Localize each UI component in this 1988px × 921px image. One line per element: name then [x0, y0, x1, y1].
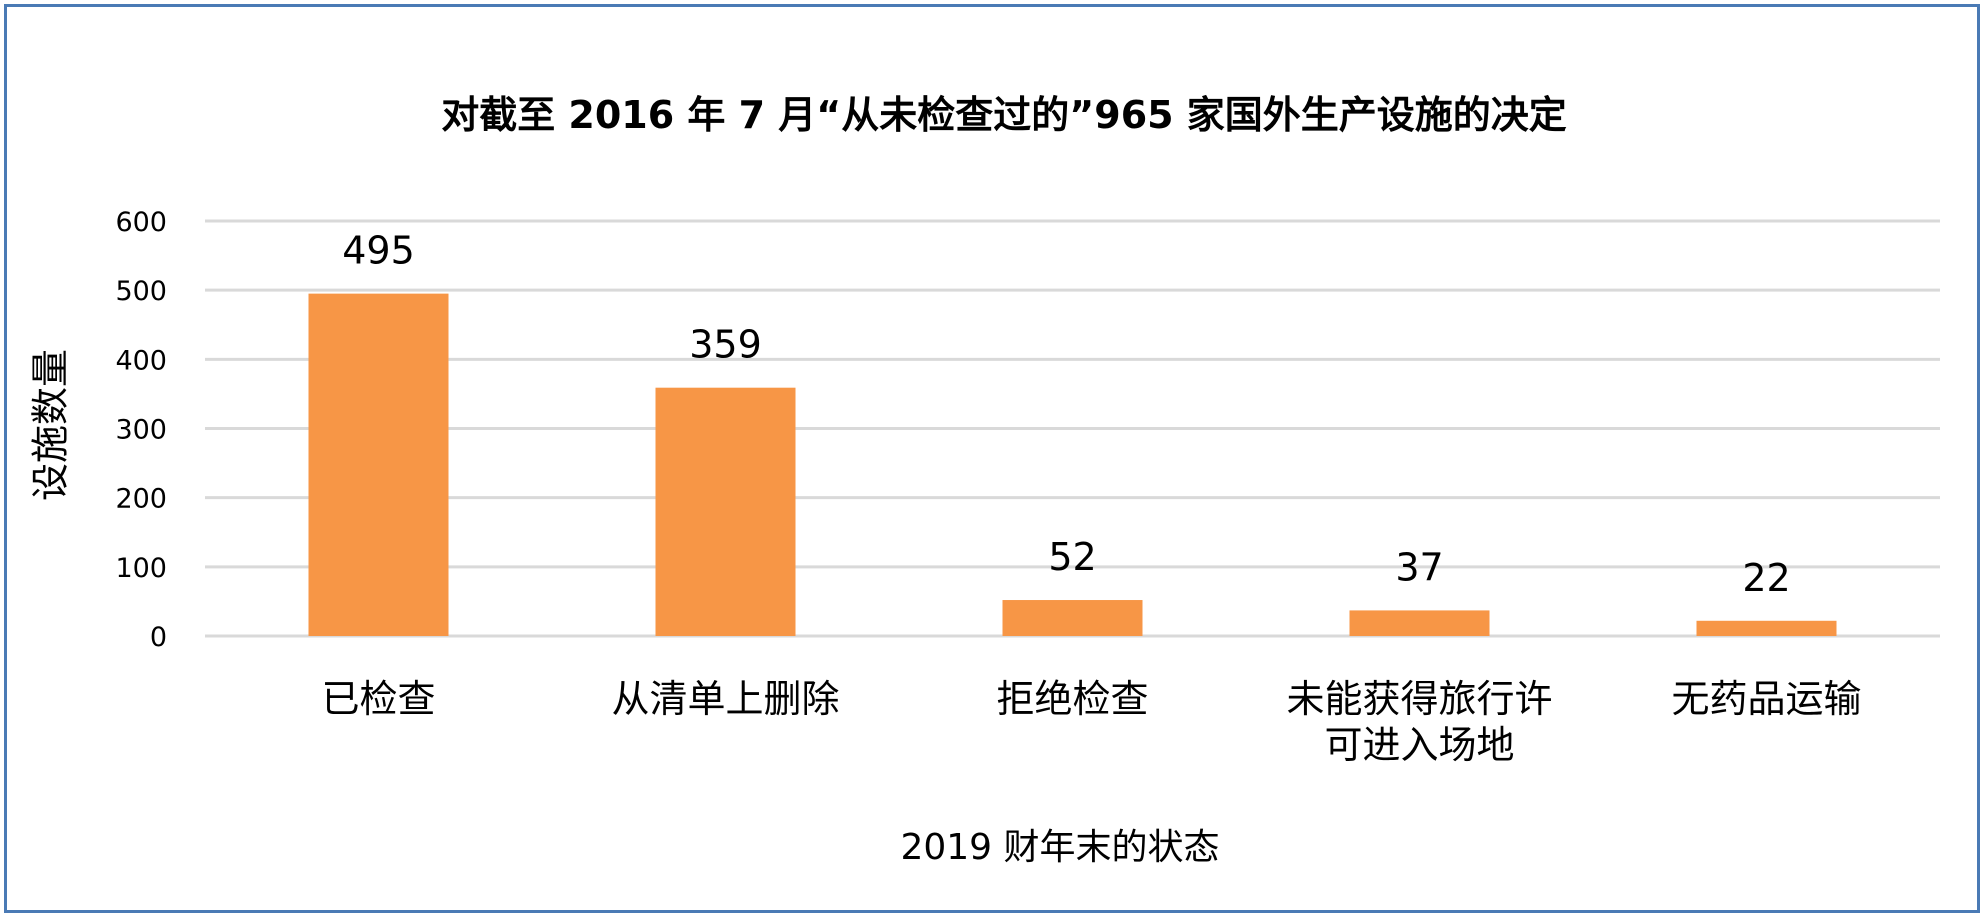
- data-label: 359: [689, 323, 762, 367]
- bar: [1002, 600, 1143, 636]
- x-tick-label: 无药品运输: [1671, 677, 1861, 721]
- y-tick-label: 400: [115, 345, 167, 376]
- x-axis-label: 2019 财年末的状态: [900, 827, 1220, 868]
- x-tick-label: 未能获得旅行许: [1286, 677, 1552, 721]
- y-tick-label: 100: [115, 553, 167, 584]
- y-tick-label: 500: [115, 276, 167, 307]
- data-label: 37: [1395, 545, 1443, 589]
- data-label: 495: [342, 229, 415, 273]
- x-tick-label: 拒绝检查: [996, 677, 1148, 721]
- x-tick-label: 可进入场地: [1324, 723, 1514, 767]
- data-label: 22: [1742, 556, 1790, 600]
- bar: [1349, 610, 1490, 636]
- chart-title: 对截至 2016 年 7 月“从未检查过的”965 家国外生产设施的决定: [441, 93, 1567, 137]
- y-tick-label: 300: [115, 415, 167, 446]
- bar: [655, 387, 796, 636]
- x-tick-label: 从清单上删除: [611, 677, 839, 721]
- y-tick-label: 200: [115, 484, 167, 515]
- data-label: 52: [1048, 535, 1096, 579]
- bar: [1696, 620, 1837, 636]
- bar: [308, 293, 449, 636]
- y-tick-label: 600: [115, 207, 167, 238]
- x-tick-label: 已检查: [321, 677, 435, 721]
- y-tick-label: 0: [150, 622, 167, 653]
